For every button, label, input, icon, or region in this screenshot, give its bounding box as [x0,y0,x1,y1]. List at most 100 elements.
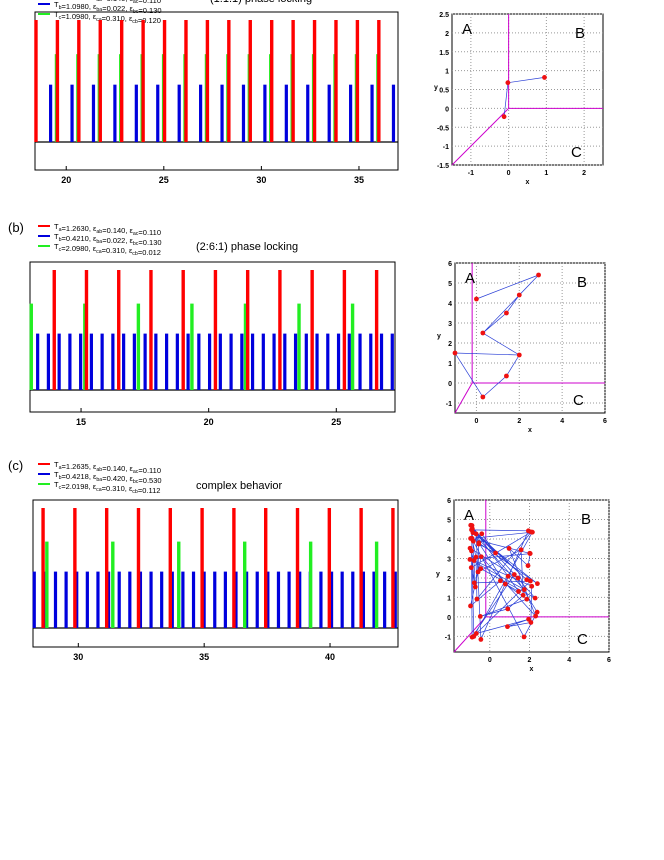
trajectory-point [502,581,508,587]
trajectory-point [452,350,458,356]
trajectory-point [504,373,509,379]
x-tick-label: 30 [256,175,266,185]
scatter-x-tick-label: 2 [582,170,586,177]
spike-b [149,571,153,628]
spike-b [175,333,179,390]
spike-b [170,571,174,628]
scatter-y-tick-label: 2 [448,341,452,348]
spike-b [100,333,104,390]
spike-b [91,84,96,142]
spike-c [297,303,301,390]
trajectory-point [472,584,478,590]
spike-b [245,571,249,628]
spike-b [197,333,201,390]
spike-b [379,333,384,390]
spike-c [29,303,33,390]
scatter-x-label: x [526,179,530,186]
spike-a [327,508,332,628]
spike-b [372,571,376,628]
scatter-y-label: y [434,85,438,92]
spike-c [111,541,115,628]
spike-b [349,84,353,142]
trajectory-point [478,554,484,560]
region-label-a: A [464,507,474,524]
scatter-y-tick-label: 0 [448,381,452,388]
spike-b [369,333,373,390]
legend-entry: Ta=1.0980, εab=0.140, εac=0.110 [54,0,161,5]
trajectory-point [468,565,474,571]
trajectory-point [505,624,510,630]
scatter-x-tick-label: 2 [517,418,521,425]
spike-b [304,333,308,390]
trajectory-point [467,557,473,562]
spike-b [96,571,100,628]
trajectory-point [516,352,522,358]
trajectory-point [476,541,482,547]
spike-b [113,84,117,142]
scatter-y-tick-label: -1.5 [437,163,449,170]
spike-c [243,303,248,390]
spike-a [377,20,381,142]
spike-b [117,571,121,628]
spike-b [68,333,72,390]
spike-b [223,571,227,628]
scatter-y-tick-label: -1 [443,144,449,151]
spike-b [315,333,319,390]
spike-b [255,571,259,628]
spike-b [390,333,394,390]
spike-b [358,333,362,390]
spike-a [136,508,141,628]
spike-a [104,508,109,628]
trajectory-point [526,528,531,534]
spike-a [391,508,395,628]
spike-b [220,84,224,142]
spike-b [177,84,181,142]
spike-c [308,541,313,628]
spike-a [52,270,56,390]
spike-a [232,508,236,628]
scatter-x-tick-label: 0 [474,418,478,425]
trajectory-point [505,80,511,86]
legend-entry: Tb=0.4218, εba=0.420, εbc=0.530 [54,470,162,485]
spike-b [32,571,36,628]
trajectory-point [478,566,484,572]
trajectory-point [505,573,511,579]
spike-c [190,303,194,390]
x-tick-label: 30 [73,652,83,662]
spike-a [119,20,124,142]
spike-b [298,571,302,628]
scatter-frame [454,262,606,414]
x-tick-label: 40 [325,652,335,662]
spike-b [336,333,341,390]
trajectory-point [516,292,522,298]
spike-a [213,270,218,390]
trajectory-point [530,529,535,535]
spike-c [177,541,181,628]
spike-b [64,571,68,628]
region-boundary [453,616,487,653]
region-label-a: A [462,21,472,38]
legend-entry: Tc=2.0980, εca=0.310, εcb=0.012 [54,242,161,257]
scatter-x-tick-label: 6 [603,418,607,425]
scatter-x-tick-label: 6 [607,657,611,664]
spike-c [45,541,49,628]
scatter-y-tick-label: -1 [445,634,451,641]
region-label-c: C [573,392,584,409]
scatter-y-tick-label: 2 [445,31,449,38]
spike-a [312,20,317,142]
spike-b [241,84,246,142]
trajectory-point [471,634,477,639]
spike-a [334,20,338,142]
spike-b [393,571,397,628]
spike-c [350,303,355,390]
trajectory-point [493,550,498,556]
spike-b [263,84,267,142]
trajectory-point [536,272,541,278]
spike-b [36,333,40,390]
region-label-b: B [581,511,591,528]
region-boundary [451,108,509,166]
legend-entry: Tb=0.4210, εba=0.022, εbc=0.130 [54,232,162,247]
spike-a [264,508,268,628]
trajectory-point [542,75,547,80]
